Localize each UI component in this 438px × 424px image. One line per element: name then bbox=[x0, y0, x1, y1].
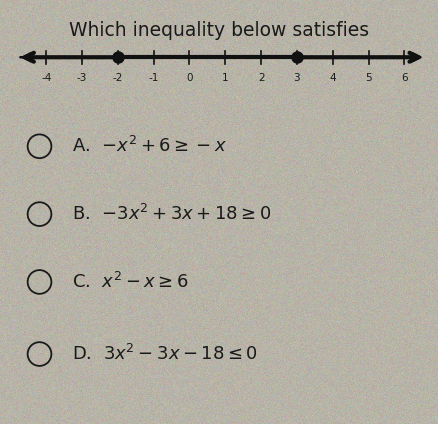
Text: Which inequality below satisfies: Which inequality below satisfies bbox=[69, 21, 369, 40]
Text: 5: 5 bbox=[364, 73, 371, 84]
Text: A.  $-x^2 + 6 \geq -x$: A. $-x^2 + 6 \geq -x$ bbox=[72, 136, 227, 156]
Text: -1: -1 bbox=[148, 73, 159, 84]
Text: 4: 4 bbox=[328, 73, 335, 84]
Text: 2: 2 bbox=[257, 73, 264, 84]
Text: C.  $x^2 - x \geq 6$: C. $x^2 - x \geq 6$ bbox=[72, 272, 189, 292]
Text: -4: -4 bbox=[41, 73, 51, 84]
Text: B.  $-3x^2 + 3x + 18 \geq 0$: B. $-3x^2 + 3x + 18 \geq 0$ bbox=[72, 204, 271, 224]
Text: 0: 0 bbox=[186, 73, 192, 84]
Text: 6: 6 bbox=[400, 73, 407, 84]
Text: 3: 3 bbox=[293, 73, 300, 84]
Text: -3: -3 bbox=[77, 73, 87, 84]
Text: 1: 1 bbox=[222, 73, 228, 84]
Text: -2: -2 bbox=[113, 73, 123, 84]
Text: D.  $3x^2 - 3x - 18 \leq 0$: D. $3x^2 - 3x - 18 \leq 0$ bbox=[72, 344, 258, 364]
